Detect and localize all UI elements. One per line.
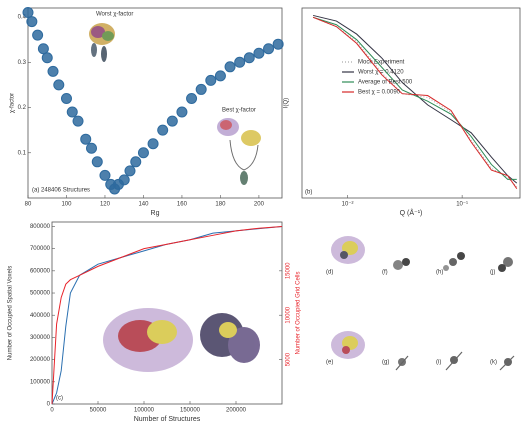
scatter-point <box>196 84 206 94</box>
y2-axis-label: Number of Occupied Grid Cells <box>296 271 302 354</box>
x-tick-label: 120 <box>100 202 111 208</box>
panel-label: (f) <box>382 270 388 276</box>
scatter-point <box>131 157 141 167</box>
scatter-point <box>61 93 71 103</box>
x-tick-label: 80 <box>25 202 32 208</box>
y2-tick-label: 15000 <box>286 262 292 279</box>
x-tick-label: 100 <box>61 202 72 208</box>
scatter-point <box>177 107 187 117</box>
legend-label: Mock Experiment <box>358 60 405 66</box>
scatter-point <box>23 8 33 18</box>
x-tick-label: 160 <box>177 202 188 208</box>
scatter-point <box>81 134 91 144</box>
molecule-thumbnails <box>331 236 514 370</box>
scatter-point <box>73 116 83 126</box>
annotation: (c) <box>56 396 63 402</box>
y-tick-label: 400000 <box>30 313 51 319</box>
y-tick-label: 0.2 <box>18 105 27 111</box>
scatter-point <box>33 30 43 40</box>
scatter-point <box>119 175 129 185</box>
x-tick-label: 50000 <box>90 408 107 414</box>
scatter-point <box>254 48 264 58</box>
panel-label: (k) <box>490 360 497 366</box>
x-tick-label: 180 <box>215 202 226 208</box>
scatter-point <box>48 66 58 76</box>
panel-label: (j) <box>490 270 495 276</box>
panel-label: (i) <box>436 360 441 366</box>
y-tick-label: 600000 <box>30 268 51 274</box>
y-tick-label: 0.1 <box>18 150 27 156</box>
annotation: (b) <box>305 190 312 196</box>
scatter-point <box>54 80 64 90</box>
scatter-point <box>92 157 102 167</box>
x-tick-label: 200000 <box>226 408 247 414</box>
scatter-point <box>244 53 254 63</box>
y-axis-label: Number of Occupied Spatial Voxels <box>8 266 14 360</box>
scatter-point <box>215 71 225 81</box>
scatter-point <box>38 44 48 54</box>
series-line <box>313 17 517 187</box>
scatter-point <box>273 39 283 49</box>
scatter-point <box>206 75 216 85</box>
panel-label: (g) <box>382 360 389 366</box>
series-line <box>313 17 517 179</box>
scatter-point <box>67 107 77 117</box>
x-tick-label: 10⁻² <box>342 202 354 208</box>
y2-tick-label: 10000 <box>286 306 292 323</box>
scatter-point <box>87 143 97 153</box>
y2-tick-label: 5000 <box>286 352 292 366</box>
scatter-point <box>264 44 274 54</box>
x-axis-label: Number of Structures <box>134 416 201 423</box>
scatter-point <box>138 148 148 158</box>
scatter-point <box>187 93 197 103</box>
annotation: Best χ-factor <box>222 108 256 114</box>
scatter-point <box>225 62 235 72</box>
legend-label: Worst χ = 0.4120 <box>358 70 404 76</box>
annotation: (a) 248406 Structures <box>32 188 90 194</box>
panel-label: (d) <box>326 270 333 276</box>
panel-label: (h) <box>436 270 443 276</box>
legend-label: Best χ = 0.0090 <box>358 90 401 96</box>
x-axis-label: Rg <box>151 210 160 217</box>
y-tick-label: 0.3 <box>18 60 27 66</box>
series-line <box>313 17 517 188</box>
scatter-point <box>148 139 158 149</box>
scatter-point <box>235 57 245 67</box>
scatter-point <box>158 125 168 135</box>
legend-label: Average of Best 500 <box>358 80 413 86</box>
x-tick-label: 100000 <box>134 408 155 414</box>
x-tick-label: 10⁻¹ <box>456 202 468 208</box>
scatter-point <box>100 170 110 180</box>
scatter-point <box>42 53 52 63</box>
molecule-inset <box>103 308 260 372</box>
y-tick-label: 100000 <box>30 379 51 385</box>
y-tick-label: 200000 <box>30 357 51 363</box>
scatter-point <box>167 116 177 126</box>
molecule-inset <box>89 23 261 185</box>
x-tick-label: 200 <box>254 202 265 208</box>
scatter-point <box>125 166 135 176</box>
y-tick-label: 800000 <box>30 224 51 230</box>
x-tick-label: 140 <box>138 202 149 208</box>
panel-label: (e) <box>326 360 333 366</box>
x-tick-label: 150000 <box>180 408 201 414</box>
scatter-point <box>27 17 37 27</box>
y-axis-label: χ-factor <box>10 93 16 113</box>
y-tick-label: 300000 <box>30 335 51 341</box>
plot-frame <box>302 8 520 198</box>
y-axis-label: I(Q) <box>284 98 290 108</box>
y-tick-label: 500000 <box>30 291 51 297</box>
y-tick-label: 700000 <box>30 246 51 252</box>
figure: 801001201401601802000.10.20.30.4Rgχ-fact… <box>0 0 524 431</box>
x-tick-label: 0 <box>50 408 54 414</box>
annotation: Worst χ-factor <box>96 12 133 18</box>
x-axis-label: Q (Å⁻¹) <box>400 208 423 217</box>
